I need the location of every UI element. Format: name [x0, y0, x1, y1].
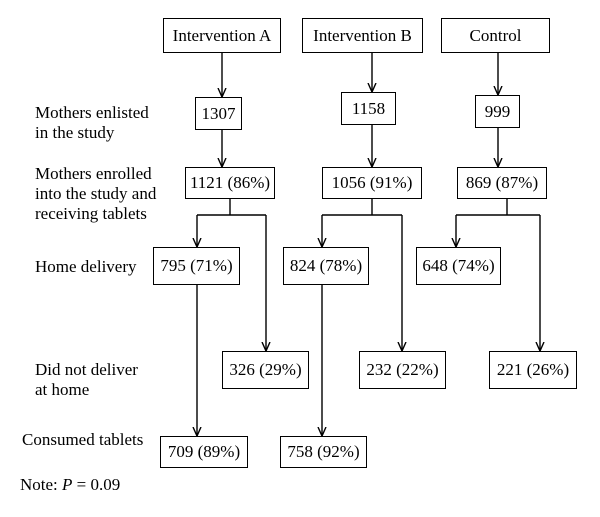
b-home-delivery-box: 824 (78%): [283, 247, 369, 285]
b-enrolled-box: 1056 (91%): [322, 167, 422, 199]
note-suffix: = 0.09: [72, 475, 121, 494]
a-not-home-box: 326 (29%): [222, 351, 309, 389]
label-not-home-line2: at home: [35, 380, 90, 399]
c-enrolled-box: 869 (87%): [457, 167, 547, 199]
c-home-delivery-box: 648 (74%): [416, 247, 501, 285]
b-consumed-box: 758 (92%): [280, 436, 367, 468]
c-enlisted-box: 999: [475, 95, 520, 128]
p-value-note: Note: P = 0.09: [20, 475, 120, 495]
a-enrolled-box: 1121 (86%): [185, 167, 275, 199]
note-variable: P: [62, 475, 73, 494]
c-not-home-box: 221 (26%): [489, 351, 577, 389]
label-not-home-line1: Did not deliver: [35, 360, 138, 379]
note-prefix: Note:: [20, 475, 63, 494]
header-intervention-a: Intervention A: [163, 18, 281, 53]
label-enrolled-line1: Mothers enrolled: [35, 164, 152, 183]
label-enrolled-line2: into the study and: [35, 184, 157, 203]
a-home-delivery-box: 795 (71%): [153, 247, 240, 285]
b-not-home-box: 232 (22%): [359, 351, 446, 389]
label-enrolled-line3: receiving tablets: [35, 204, 147, 223]
header-control: Control: [441, 18, 550, 53]
a-consumed-box: 709 (89%): [160, 436, 248, 468]
a-enlisted-box: 1307: [195, 97, 242, 130]
header-intervention-b: Intervention B: [302, 18, 423, 53]
label-consumed: Consumed tablets: [22, 430, 144, 449]
label-enlisted-line1: Mothers enlisted: [35, 103, 149, 122]
label-home-delivery: Home delivery: [35, 257, 137, 276]
b-enlisted-box: 1158: [341, 92, 396, 125]
label-enlisted-line2: in the study: [35, 123, 115, 142]
